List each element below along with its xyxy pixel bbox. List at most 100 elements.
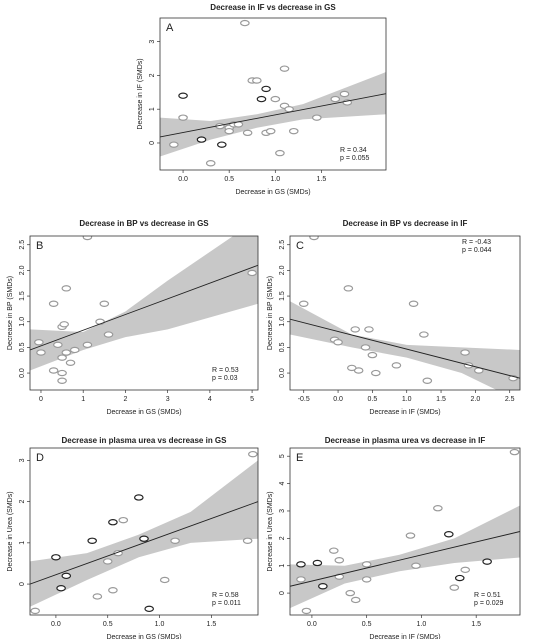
y-tick-label: 1.5: [19, 291, 26, 301]
x-tick-label: 5: [250, 396, 254, 403]
data-point: [391, 362, 402, 369]
x-tick-label: 1.5: [471, 621, 481, 628]
panel-letter: E: [296, 452, 303, 464]
data-point: [509, 448, 520, 456]
x-tick-label: 0.0: [307, 621, 317, 628]
x-tick-label: 1: [81, 396, 85, 403]
x-tick-label: 3: [166, 396, 170, 403]
y-tick-label: 2.5: [19, 240, 26, 250]
regression-line: [30, 501, 258, 585]
y-tick-label: 5: [279, 454, 286, 458]
x-tick-label: 0: [39, 396, 43, 403]
data-point: [367, 351, 378, 359]
data-point: [361, 561, 372, 568]
plot-frame: [29, 235, 259, 391]
data-point: [240, 19, 250, 27]
data-point: [360, 344, 371, 351]
data-point: [350, 326, 361, 333]
data-point: [196, 136, 207, 143]
data-point: [57, 377, 67, 384]
plot-frame: [159, 17, 387, 171]
y-tick-label: 4: [279, 482, 286, 486]
data-point: [301, 607, 312, 615]
y-tick-label: 1.5: [279, 291, 286, 301]
data-point: [48, 300, 59, 307]
stat-annotation: R = -0.43: [462, 239, 491, 246]
plot-area: [290, 236, 520, 390]
data-point: [169, 141, 179, 148]
data-point: [460, 566, 471, 574]
x-axis-label: Decrease in GS (SMDs): [235, 189, 310, 196]
data-point: [118, 516, 129, 524]
y-tick-label: 1: [149, 107, 156, 111]
x-tick-label: 1.5: [436, 396, 446, 403]
data-point: [350, 596, 361, 604]
data-point: [419, 331, 429, 338]
x-tick-label: 0.5: [362, 621, 372, 628]
y-tick-label: 3: [279, 509, 286, 513]
data-point: [53, 341, 63, 349]
data-point: [82, 236, 93, 241]
y-tick-label: 2.0: [279, 265, 286, 275]
x-tick-label: 4: [208, 396, 212, 403]
x-tick-label: 0.0: [178, 176, 188, 183]
data-point: [422, 377, 433, 384]
data-point: [217, 141, 227, 148]
data-point: [144, 605, 154, 613]
data-point: [433, 505, 443, 512]
x-tick-label: 1.0: [417, 621, 427, 628]
y-tick-label: 2.0: [19, 265, 26, 275]
x-tick-label: 0.0: [333, 396, 343, 403]
data-point: [51, 554, 61, 561]
chart-title: Decrease in BP vs decrease in IF: [343, 219, 468, 228]
data-point: [411, 562, 421, 569]
y-tick-label: 0: [149, 141, 156, 145]
plot-area: [30, 236, 258, 384]
data-point: [57, 369, 67, 377]
data-point: [82, 341, 93, 349]
panel-letter: C: [296, 240, 304, 252]
data-point: [99, 300, 110, 307]
data-point: [270, 95, 281, 103]
data-point: [34, 339, 44, 346]
data-point: [405, 532, 416, 539]
stat-annotation: R = 0.58: [212, 592, 239, 599]
y-tick-label: 0.0: [19, 368, 26, 378]
data-point: [159, 576, 170, 584]
x-axis-label: Decrease in GS (SMDs): [106, 409, 181, 416]
y-tick-label: 1.0: [279, 317, 286, 327]
data-point: [48, 367, 59, 374]
data-point: [36, 349, 46, 356]
data-point: [261, 85, 271, 93]
data-point: [224, 127, 234, 135]
y-tick-label: 1: [279, 564, 286, 568]
y-axis-label: Decrease in BP (SMDs): [267, 276, 274, 350]
y-tick-label: 0.0: [279, 368, 286, 378]
data-point: [57, 354, 67, 361]
regression-line: [160, 93, 386, 138]
data-point: [361, 576, 372, 583]
data-point: [318, 583, 328, 590]
data-point: [252, 77, 262, 84]
y-tick-label: 0.5: [19, 342, 26, 352]
data-point: [59, 321, 69, 328]
data-point: [61, 572, 72, 580]
confidence-band: [290, 505, 520, 609]
regression-line: [290, 318, 520, 379]
data-point: [92, 593, 103, 600]
data-point: [312, 114, 322, 121]
x-tick-label: 1.0: [155, 621, 165, 628]
data-point: [345, 589, 356, 597]
y-tick-label: 0: [19, 582, 26, 586]
data-point: [482, 558, 492, 565]
data-point: [284, 105, 294, 113]
data-point: [247, 269, 257, 277]
confidence-band: [160, 72, 386, 157]
data-point: [103, 331, 114, 338]
plot-area: [30, 450, 258, 615]
data-point: [449, 584, 460, 591]
data-point: [56, 584, 66, 592]
data-point: [312, 559, 323, 567]
data-point: [205, 160, 216, 167]
confidence-band: [30, 236, 258, 371]
